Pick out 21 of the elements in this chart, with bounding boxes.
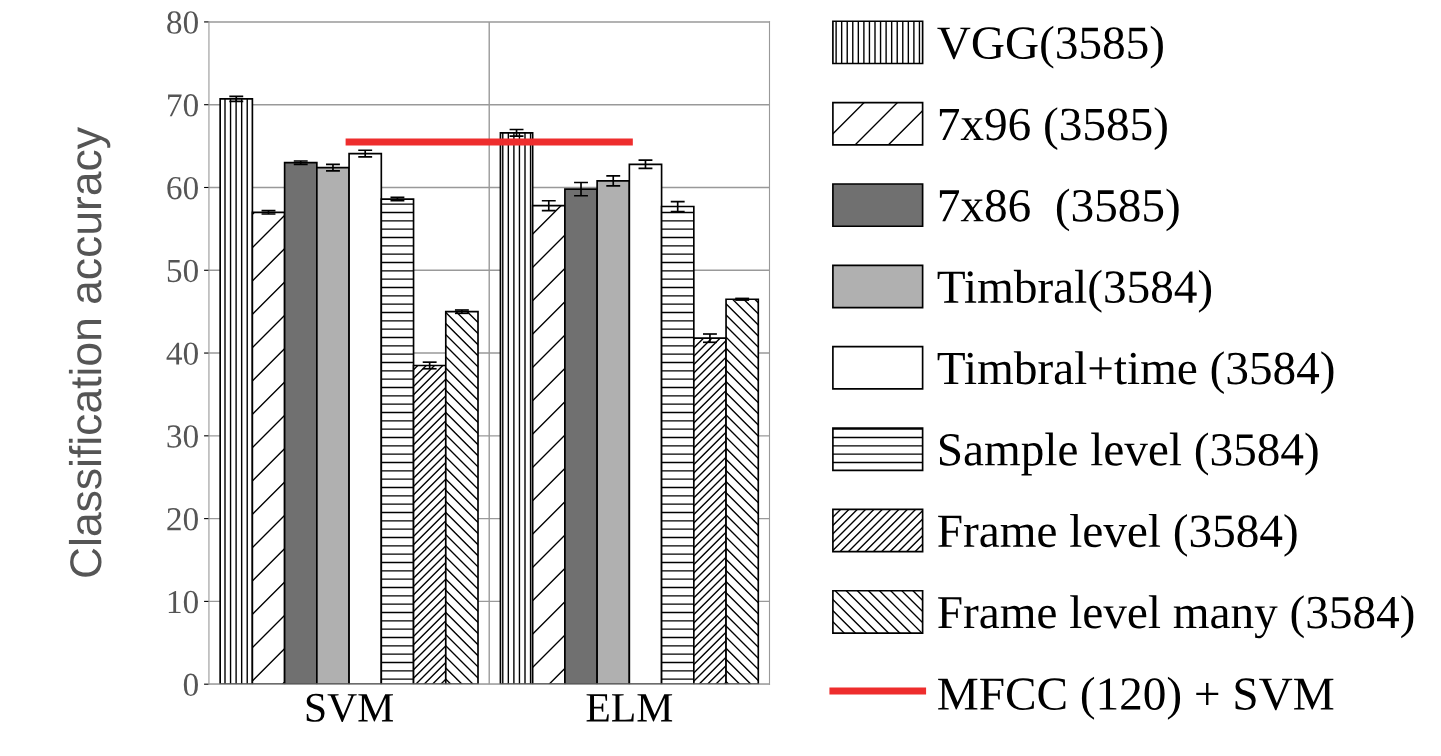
y-tick-label: 10 [168,590,198,614]
legend-label: Sample level (3584) [939,432,1318,476]
y-tick-label: 20 [167,508,198,531]
x-tick-label: ELM [586,694,673,722]
legend-label: Timbral+time (3584) [937,351,1334,395]
legend-label: Frame level many (3584) [938,595,1414,639]
y-tick-label: 80 [167,11,198,34]
legend-label: VGG(3585) [937,25,1163,69]
legend-label: Timbral(3584) [937,269,1212,313]
legend-label: 7x86 (3585) [939,188,1179,232]
y-tick-label: 50 [167,259,198,283]
y-tick-label: 70 [168,94,198,117]
y-tick-label: 30 [167,425,198,448]
y-tick-label: 60 [167,176,198,200]
legend-label: MFCC (120) + SVM [938,676,1334,720]
y-tick-label: 40 [166,342,198,365]
y-tick-label: 0 [183,673,198,697]
x-tick-label: SVM [306,693,394,723]
legend-label: 7x96 (3585) [939,107,1167,150]
legend-label: Frame level (3584) [938,513,1297,557]
y-axis-title: Classification accuracy [68,127,111,577]
